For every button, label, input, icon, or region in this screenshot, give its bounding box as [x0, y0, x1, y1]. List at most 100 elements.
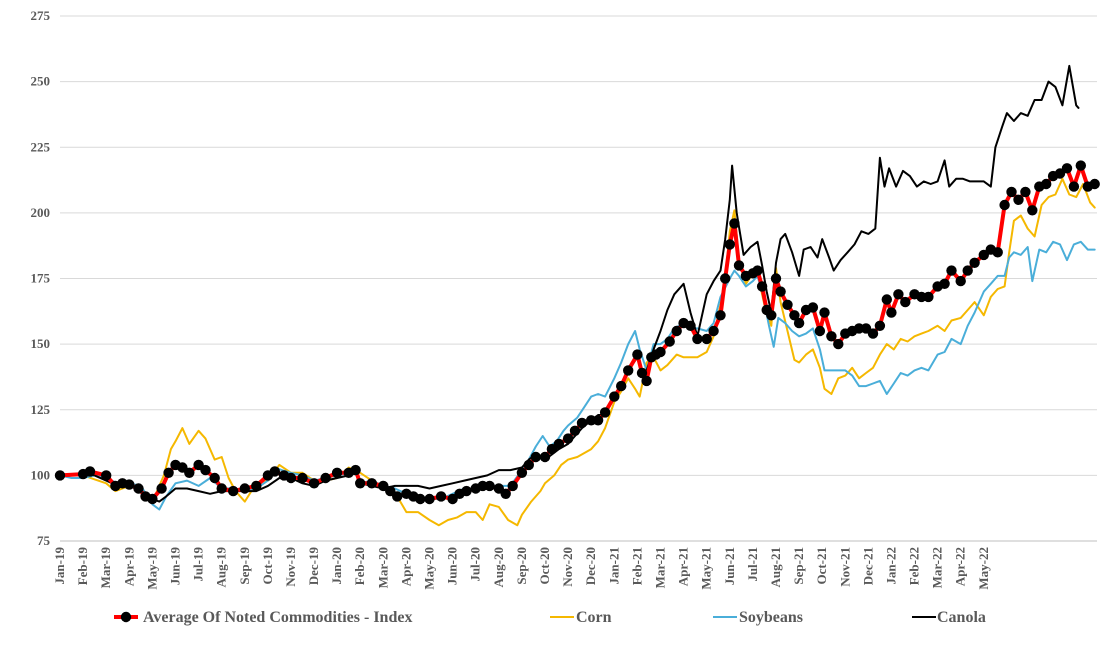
- data-point-marker: [1068, 181, 1080, 192]
- x-tick-label: Apr-20: [398, 547, 413, 586]
- series-line-1: [59, 177, 1096, 527]
- x-tick-label: Aug-19: [214, 547, 229, 588]
- data-point-marker: [826, 331, 837, 342]
- gridlines: [60, 15, 1097, 476]
- x-tick-label: Aug-20: [491, 547, 506, 587]
- x-tick-label: May-20: [422, 547, 437, 590]
- x-tick-label: Nov-19: [283, 547, 298, 587]
- data-point-marker: [685, 320, 696, 331]
- data-point-marker: [720, 273, 731, 284]
- data-point-marker: [923, 291, 934, 303]
- data-point-marker: [308, 478, 320, 489]
- data-point-marker: [424, 493, 435, 505]
- data-point-marker: [500, 488, 511, 499]
- legend-label: Canola: [937, 609, 986, 626]
- data-point-marker: [819, 307, 830, 318]
- data-point-marker: [392, 491, 403, 502]
- x-tick-label: Apr-22: [953, 547, 968, 586]
- x-tick-label: May-22: [976, 547, 991, 590]
- x-tick-label: Apr-19: [121, 547, 136, 587]
- data-point-marker: [355, 478, 366, 489]
- data-point-marker: [708, 325, 719, 337]
- y-tick-label: 200: [31, 205, 51, 220]
- x-tick-label: Feb-20: [352, 547, 367, 585]
- x-tick-label: Dec-21: [860, 547, 875, 585]
- data-point-marker: [999, 199, 1010, 211]
- data-point-marker: [874, 320, 886, 331]
- data-point-marker: [789, 310, 800, 321]
- data-point-marker: [1013, 194, 1024, 205]
- x-tick-label: Mar-21: [652, 547, 667, 588]
- data-point-marker: [900, 296, 911, 308]
- data-point-marker: [156, 483, 167, 494]
- y-tick-label: 75: [37, 533, 51, 548]
- x-tick-label: Apr-21: [676, 547, 691, 586]
- x-tick-label: Dec-20: [583, 547, 598, 585]
- data-point-marker: [350, 464, 361, 476]
- data-point-marker: [886, 307, 897, 318]
- data-point-marker: [752, 265, 763, 276]
- x-tick-label: Sep-20: [514, 547, 529, 585]
- data-point-marker: [331, 467, 343, 478]
- x-tick-label: Oct-21: [814, 547, 829, 585]
- data-point-marker: [539, 451, 551, 463]
- data-point-marker: [893, 289, 904, 300]
- data-point-marker: [814, 325, 826, 337]
- data-point-marker: [756, 281, 768, 292]
- x-tick-label: Feb-22: [907, 547, 922, 585]
- data-point-marker: [228, 485, 239, 497]
- x-tick-label: Sep-19: [237, 547, 252, 585]
- data-point-marker: [946, 265, 957, 276]
- x-tick-label: Sep-21: [791, 547, 806, 585]
- data-point-marker: [484, 480, 495, 492]
- data-point-marker: [867, 328, 879, 339]
- data-point-marker: [641, 375, 652, 387]
- data-point-marker: [701, 333, 712, 345]
- data-point-marker: [1020, 186, 1031, 198]
- data-point-marker: [616, 380, 627, 392]
- legend-label: Corn: [576, 609, 612, 626]
- series-line-0: [58, 163, 1097, 501]
- data-point-marker: [833, 338, 844, 350]
- data-point-marker: [807, 302, 819, 313]
- x-tick-label: Aug-21: [768, 547, 783, 587]
- x-tick-label: Jun-20: [445, 547, 460, 585]
- data-point-marker: [715, 310, 726, 321]
- data-point-marker: [729, 218, 740, 229]
- data-point-marker: [320, 472, 331, 484]
- data-point-marker: [609, 391, 620, 402]
- data-point-marker: [955, 275, 966, 287]
- x-tick-label: Oct-20: [537, 547, 552, 585]
- data-point-marker: [269, 466, 280, 477]
- data-point-marker: [664, 336, 675, 347]
- data-point-marker: [632, 349, 643, 360]
- data-point-marker: [507, 480, 518, 492]
- data-point-marker: [992, 247, 1003, 258]
- legend-label: Average Of Noted Commodities - Index: [143, 609, 412, 626]
- data-point-marker: [1075, 160, 1087, 171]
- x-tick-label: Jan-20: [329, 547, 344, 585]
- data-point-marker: [415, 493, 426, 505]
- y-tick-label: 225: [31, 139, 51, 154]
- data-point-marker: [724, 239, 735, 250]
- data-point-marker: [124, 479, 135, 490]
- data-point-marker: [184, 467, 195, 478]
- data-point-marker: [939, 278, 950, 289]
- data-point-marker: [239, 483, 250, 494]
- legend-label: Soybeans: [739, 609, 803, 626]
- data-point-marker: [84, 466, 96, 477]
- data-point-marker: [576, 417, 588, 429]
- data-point-marker: [766, 310, 777, 321]
- y-tick-label: 175: [31, 271, 51, 286]
- data-point-marker: [523, 459, 534, 471]
- x-tick-label: Mar-19: [98, 547, 113, 589]
- data-point-marker: [592, 415, 604, 426]
- x-tick-label: Jan-21: [606, 547, 621, 585]
- data-point-marker: [163, 467, 174, 478]
- data-point-marker: [553, 438, 565, 450]
- data-point-marker: [209, 472, 220, 484]
- y-tick-label: 275: [31, 8, 51, 23]
- x-tick-label: Mar-22: [930, 547, 945, 588]
